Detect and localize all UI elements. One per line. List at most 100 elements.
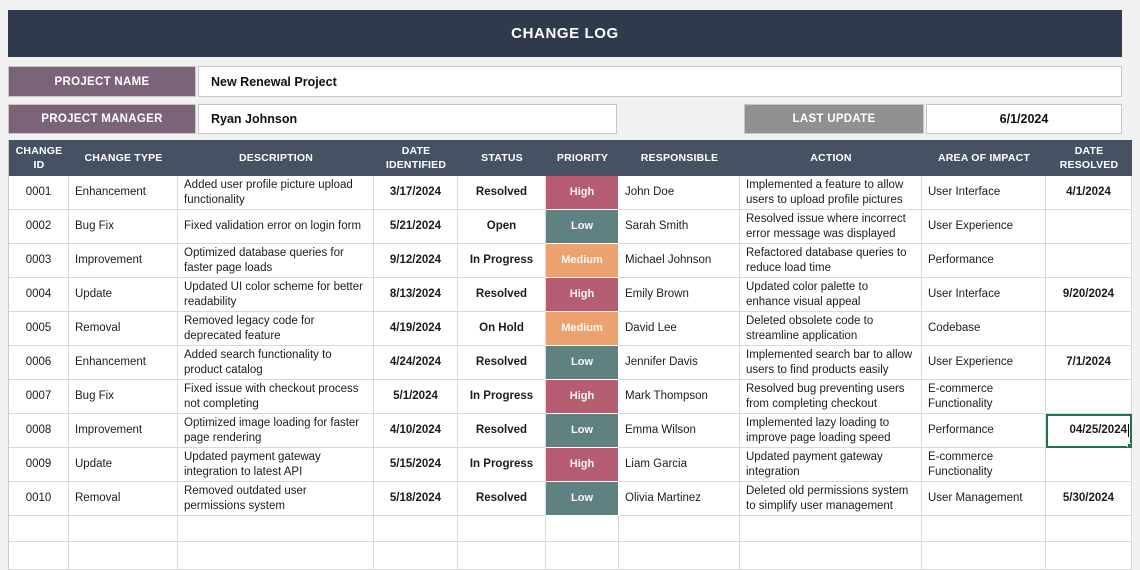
empty-cell[interactable] <box>546 516 619 542</box>
cell-change-id[interactable]: 0009 <box>9 448 69 482</box>
cell-change-type[interactable]: Enhancement <box>69 346 178 380</box>
cell-action[interactable]: Updated payment gateway integration <box>740 448 922 482</box>
empty-cell[interactable] <box>374 516 458 542</box>
empty-cell[interactable] <box>1046 516 1132 542</box>
project-name-cell[interactable]: New Renewal Project <box>198 66 1122 97</box>
cell-area-of-impact[interactable]: User Experience <box>922 210 1046 244</box>
cell-description[interactable]: Updated UI color scheme for better reada… <box>178 278 374 312</box>
cell-date-identified[interactable]: 8/13/2024 <box>374 278 458 312</box>
cell-area-of-impact[interactable]: User Interface <box>922 176 1046 210</box>
cell-responsible[interactable]: Liam Garcia <box>619 448 740 482</box>
cell-change-id[interactable]: 0007 <box>9 380 69 414</box>
cell-responsible[interactable]: Sarah Smith <box>619 210 740 244</box>
empty-cell[interactable] <box>69 516 178 542</box>
empty-cell[interactable] <box>178 542 374 570</box>
cell-priority-badge[interactable]: Medium <box>546 312 619 346</box>
cell-area-of-impact[interactable]: E-commerce Functionality <box>922 448 1046 482</box>
cell-responsible[interactable]: Emma Wilson <box>619 414 740 448</box>
cell-date-resolved[interactable] <box>1046 380 1132 414</box>
cell-priority-badge[interactable]: High <box>546 380 619 414</box>
cell-action[interactable]: Implemented a feature to allow users to … <box>740 176 922 210</box>
cell-action[interactable]: Deleted old permissions system to simpli… <box>740 482 922 516</box>
empty-cell[interactable] <box>619 516 740 542</box>
cell-responsible[interactable]: Jennifer Davis <box>619 346 740 380</box>
cell-area-of-impact[interactable]: User Interface <box>922 278 1046 312</box>
cell-change-id[interactable]: 0010 <box>9 482 69 516</box>
cell-priority-badge[interactable]: Low <box>546 414 619 448</box>
empty-cell[interactable] <box>458 542 546 570</box>
cell-date-resolved[interactable] <box>1046 244 1132 278</box>
cell-description[interactable]: Optimized database queries for faster pa… <box>178 244 374 278</box>
cell-priority-badge[interactable]: Medium <box>546 244 619 278</box>
cell-status[interactable]: Resolved <box>458 176 546 210</box>
cell-action[interactable]: Implemented search bar to allow users to… <box>740 346 922 380</box>
empty-cell[interactable] <box>740 516 922 542</box>
cell-status[interactable]: In Progress <box>458 448 546 482</box>
project-manager-cell[interactable]: Ryan Johnson <box>198 104 617 134</box>
cell-date-resolved[interactable] <box>1046 210 1132 244</box>
cell-area-of-impact[interactable]: User Experience <box>922 346 1046 380</box>
cell-status[interactable]: Resolved <box>458 346 546 380</box>
cell-priority-badge[interactable]: High <box>546 176 619 210</box>
fill-handle[interactable] <box>1127 443 1131 447</box>
cell-responsible[interactable]: Olivia Martinez <box>619 482 740 516</box>
cell-responsible[interactable]: Michael Johnson <box>619 244 740 278</box>
empty-cell[interactable] <box>9 516 69 542</box>
cell-action[interactable]: Resolved bug preventing users from compl… <box>740 380 922 414</box>
cell-date-resolved[interactable]: 7/1/2024 <box>1046 346 1132 380</box>
cell-change-type[interactable]: Enhancement <box>69 176 178 210</box>
cell-action[interactable]: Resolved issue where incorrect error mes… <box>740 210 922 244</box>
cell-description[interactable]: Fixed issue with checkout process not co… <box>178 380 374 414</box>
cell-date-identified[interactable]: 4/10/2024 <box>374 414 458 448</box>
last-update-cell[interactable]: 6/1/2024 <box>926 104 1122 134</box>
cell-date-identified[interactable]: 4/24/2024 <box>374 346 458 380</box>
cell-date-identified[interactable]: 5/1/2024 <box>374 380 458 414</box>
cell-area-of-impact[interactable]: Performance <box>922 244 1046 278</box>
cell-status[interactable]: Open <box>458 210 546 244</box>
cell-date-resolved[interactable]: 4/1/2024 <box>1046 176 1132 210</box>
cell-status[interactable]: Resolved <box>458 278 546 312</box>
cell-change-type[interactable]: Improvement <box>69 244 178 278</box>
empty-cell[interactable] <box>69 542 178 570</box>
cell-description[interactable]: Added user profile picture upload functi… <box>178 176 374 210</box>
cell-change-id[interactable]: 0002 <box>9 210 69 244</box>
cell-change-id[interactable]: 0006 <box>9 346 69 380</box>
cell-date-resolved[interactable]: 5/30/2024 <box>1046 482 1132 516</box>
cell-responsible[interactable]: Emily Brown <box>619 278 740 312</box>
cell-description[interactable]: Removed legacy code for deprecated featu… <box>178 312 374 346</box>
cell-date-identified[interactable]: 5/21/2024 <box>374 210 458 244</box>
cell-date-identified[interactable]: 9/12/2024 <box>374 244 458 278</box>
cell-change-type[interactable]: Update <box>69 448 178 482</box>
cell-change-type[interactable]: Removal <box>69 482 178 516</box>
empty-cell[interactable] <box>9 542 69 570</box>
empty-cell[interactable] <box>619 542 740 570</box>
cell-change-type[interactable]: Improvement <box>69 414 178 448</box>
cell-change-id[interactable]: 0005 <box>9 312 69 346</box>
cell-date-resolved[interactable] <box>1046 448 1132 482</box>
cell-status[interactable]: In Progress <box>458 244 546 278</box>
cell-description[interactable]: Added search functionality to product ca… <box>178 346 374 380</box>
cell-date-identified[interactable]: 5/18/2024 <box>374 482 458 516</box>
cell-area-of-impact[interactable]: E-commerce Functionality <box>922 380 1046 414</box>
cell-area-of-impact[interactable]: Codebase <box>922 312 1046 346</box>
cell-change-id[interactable]: 0001 <box>9 176 69 210</box>
empty-cell[interactable] <box>178 516 374 542</box>
cell-responsible[interactable]: John Doe <box>619 176 740 210</box>
cell-date-resolved[interactable]: 9/20/2024 <box>1046 278 1132 312</box>
cell-description[interactable]: Optimized image loading for faster page … <box>178 414 374 448</box>
empty-cell[interactable] <box>458 516 546 542</box>
cell-change-id[interactable]: 0004 <box>9 278 69 312</box>
cell-date-resolved[interactable] <box>1046 312 1132 346</box>
cell-status[interactable]: On Hold <box>458 312 546 346</box>
cell-priority-badge[interactable]: High <box>546 448 619 482</box>
cell-change-type[interactable]: Removal <box>69 312 178 346</box>
cell-change-type[interactable]: Bug Fix <box>69 380 178 414</box>
cell-area-of-impact[interactable]: Performance <box>922 414 1046 448</box>
cell-priority-badge[interactable]: Low <box>546 482 619 516</box>
cell-action[interactable]: Refactored database queries to reduce lo… <box>740 244 922 278</box>
cell-change-type[interactable]: Bug Fix <box>69 210 178 244</box>
cell-date-identified[interactable]: 4/19/2024 <box>374 312 458 346</box>
cell-action[interactable]: Updated color palette to enhance visual … <box>740 278 922 312</box>
empty-cell[interactable] <box>1046 542 1132 570</box>
cell-area-of-impact[interactable]: User Management <box>922 482 1046 516</box>
